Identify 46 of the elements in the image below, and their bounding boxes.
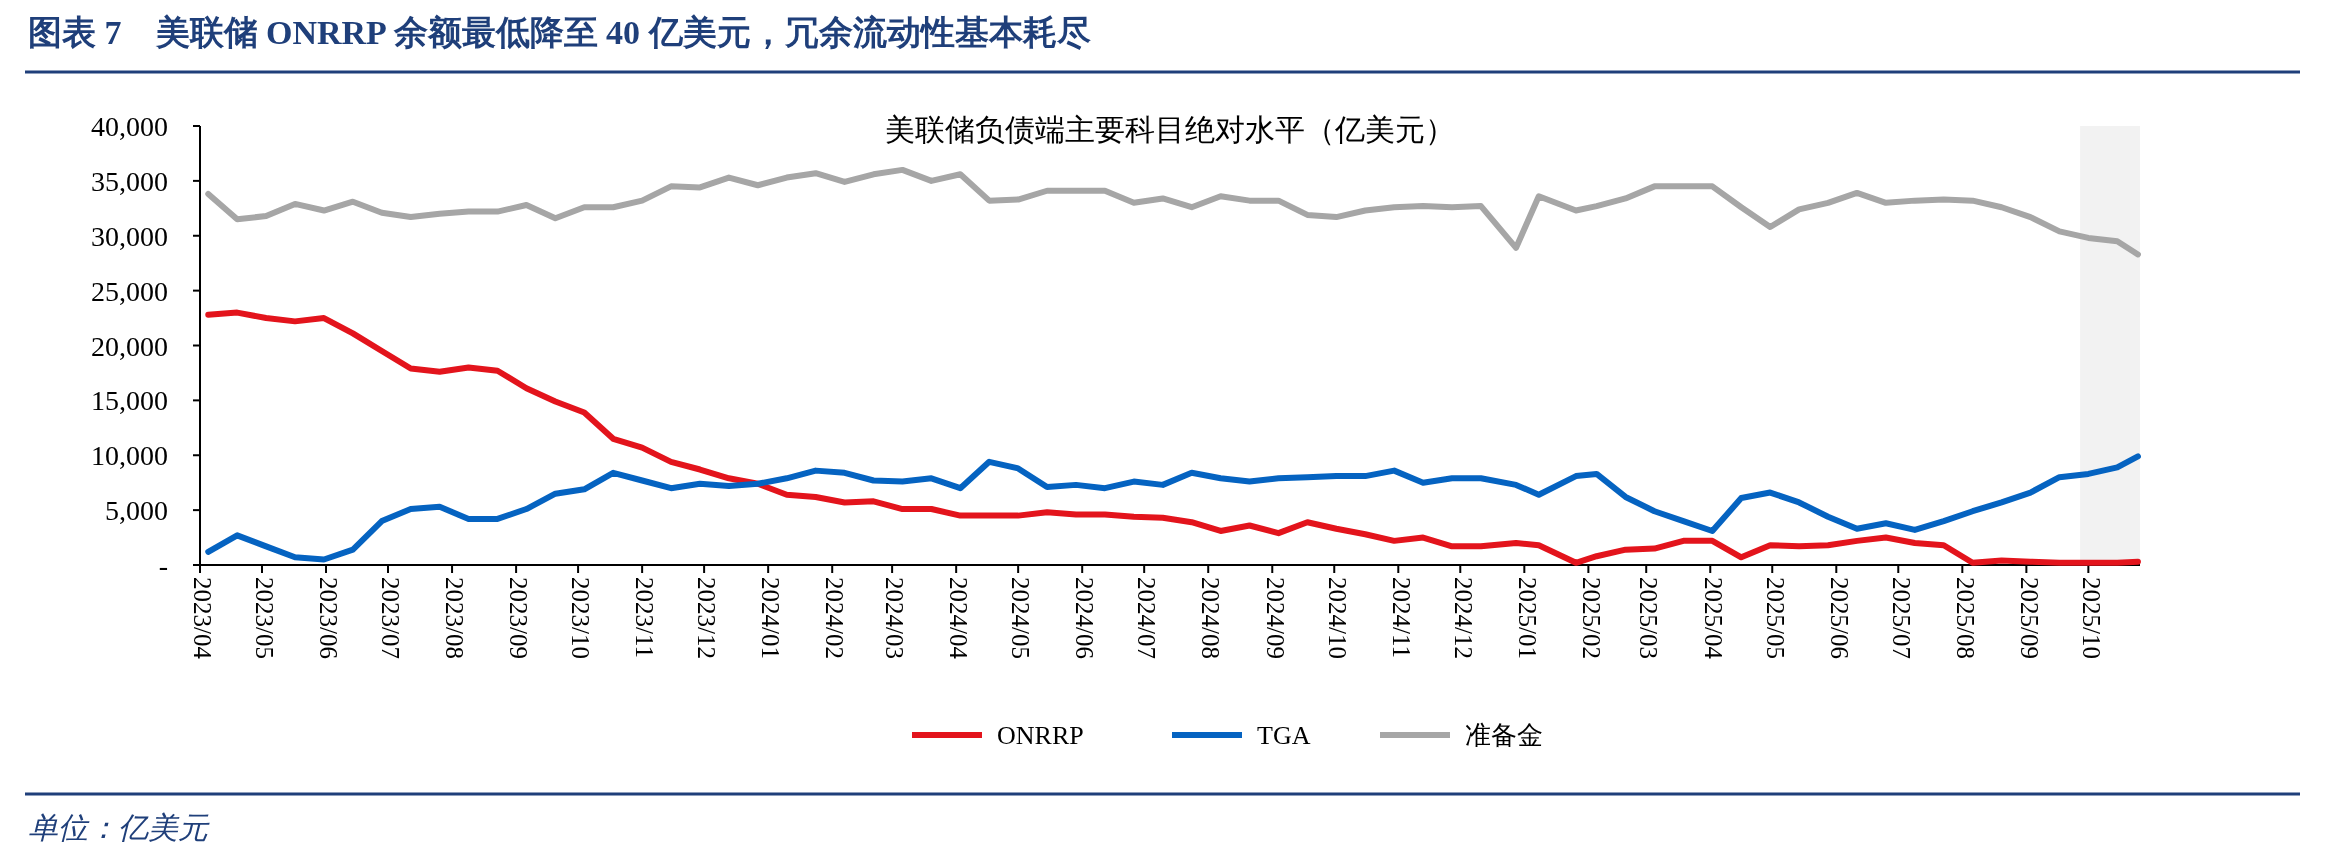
- x-tick-label: 2023/12: [693, 577, 721, 659]
- x-tick-label: 2025/02: [1577, 577, 1605, 659]
- x-tick-label: 2025/01: [1513, 577, 1541, 659]
- y-tick-label: 30,000: [91, 220, 168, 252]
- x-tick-label: 2025/05: [1761, 577, 1789, 659]
- x-tick-label: 2025/06: [1825, 577, 1853, 659]
- x-tick-label: 2023/05: [251, 577, 279, 659]
- y-tick-label: 10,000: [91, 440, 168, 472]
- x-tick-label: 2024/03: [881, 577, 909, 659]
- x-tick-label: 2023/11: [631, 577, 659, 659]
- legend-label: ONRRP: [997, 721, 1084, 750]
- x-tick-label: 2024/11: [1387, 577, 1415, 659]
- x-tick-label: 2024/04: [945, 577, 973, 660]
- x-tick-label: 2024/06: [1071, 577, 1099, 659]
- x-tick-label: 2024/09: [1261, 577, 1289, 659]
- x-tick-label: 2024/12: [1449, 577, 1477, 659]
- x-tick-label: 2024/02: [821, 577, 849, 659]
- x-tick-label: 2025/07: [1887, 577, 1915, 659]
- y-tick-label: 20,000: [91, 330, 168, 362]
- legend-label: TGA: [1257, 721, 1311, 750]
- x-tick-label: 2025/10: [2077, 577, 2105, 659]
- x-tick-label: 2025/08: [1951, 577, 1979, 659]
- x-tick-label: 2025/04: [1699, 577, 1727, 660]
- y-tick-label: 15,000: [91, 385, 168, 417]
- chart-title: 图表 7 美联储 ONRRP 余额最低降至 40 亿美元，冗余流动性基本耗尽: [28, 14, 1091, 51]
- x-tick-label: 2023/07: [377, 577, 405, 659]
- x-tick-label: 2025/03: [1635, 577, 1663, 659]
- y-tick-label: -: [158, 550, 168, 581]
- x-tick-label: 2023/08: [441, 577, 469, 659]
- x-tick-label: 2023/09: [505, 577, 533, 659]
- x-tick-label: 2023/06: [315, 577, 343, 659]
- chart-subtitle: 美联储负债端主要科目绝对水平（亿美元）: [885, 113, 1455, 146]
- x-tick-label: 2024/10: [1323, 577, 1351, 659]
- x-tick-label: 2024/01: [757, 577, 785, 659]
- x-tick-label: 2023/04: [189, 577, 217, 660]
- legend-label: 准备金: [1465, 721, 1543, 750]
- y-tick-label: 25,000: [91, 275, 168, 307]
- x-tick-label: 2023/10: [567, 577, 595, 659]
- x-tick-label: 2024/08: [1197, 577, 1225, 659]
- y-tick-label: 40,000: [91, 111, 168, 142]
- x-tick-label: 2024/07: [1133, 577, 1161, 659]
- y-tick-label: 35,000: [91, 165, 168, 197]
- text: 单位：亿美元: [28, 811, 210, 844]
- x-tick-label: 2025/09: [2015, 577, 2043, 659]
- y-tick-label: 5,000: [105, 495, 168, 527]
- x-tick-label: 2024/05: [1007, 577, 1035, 659]
